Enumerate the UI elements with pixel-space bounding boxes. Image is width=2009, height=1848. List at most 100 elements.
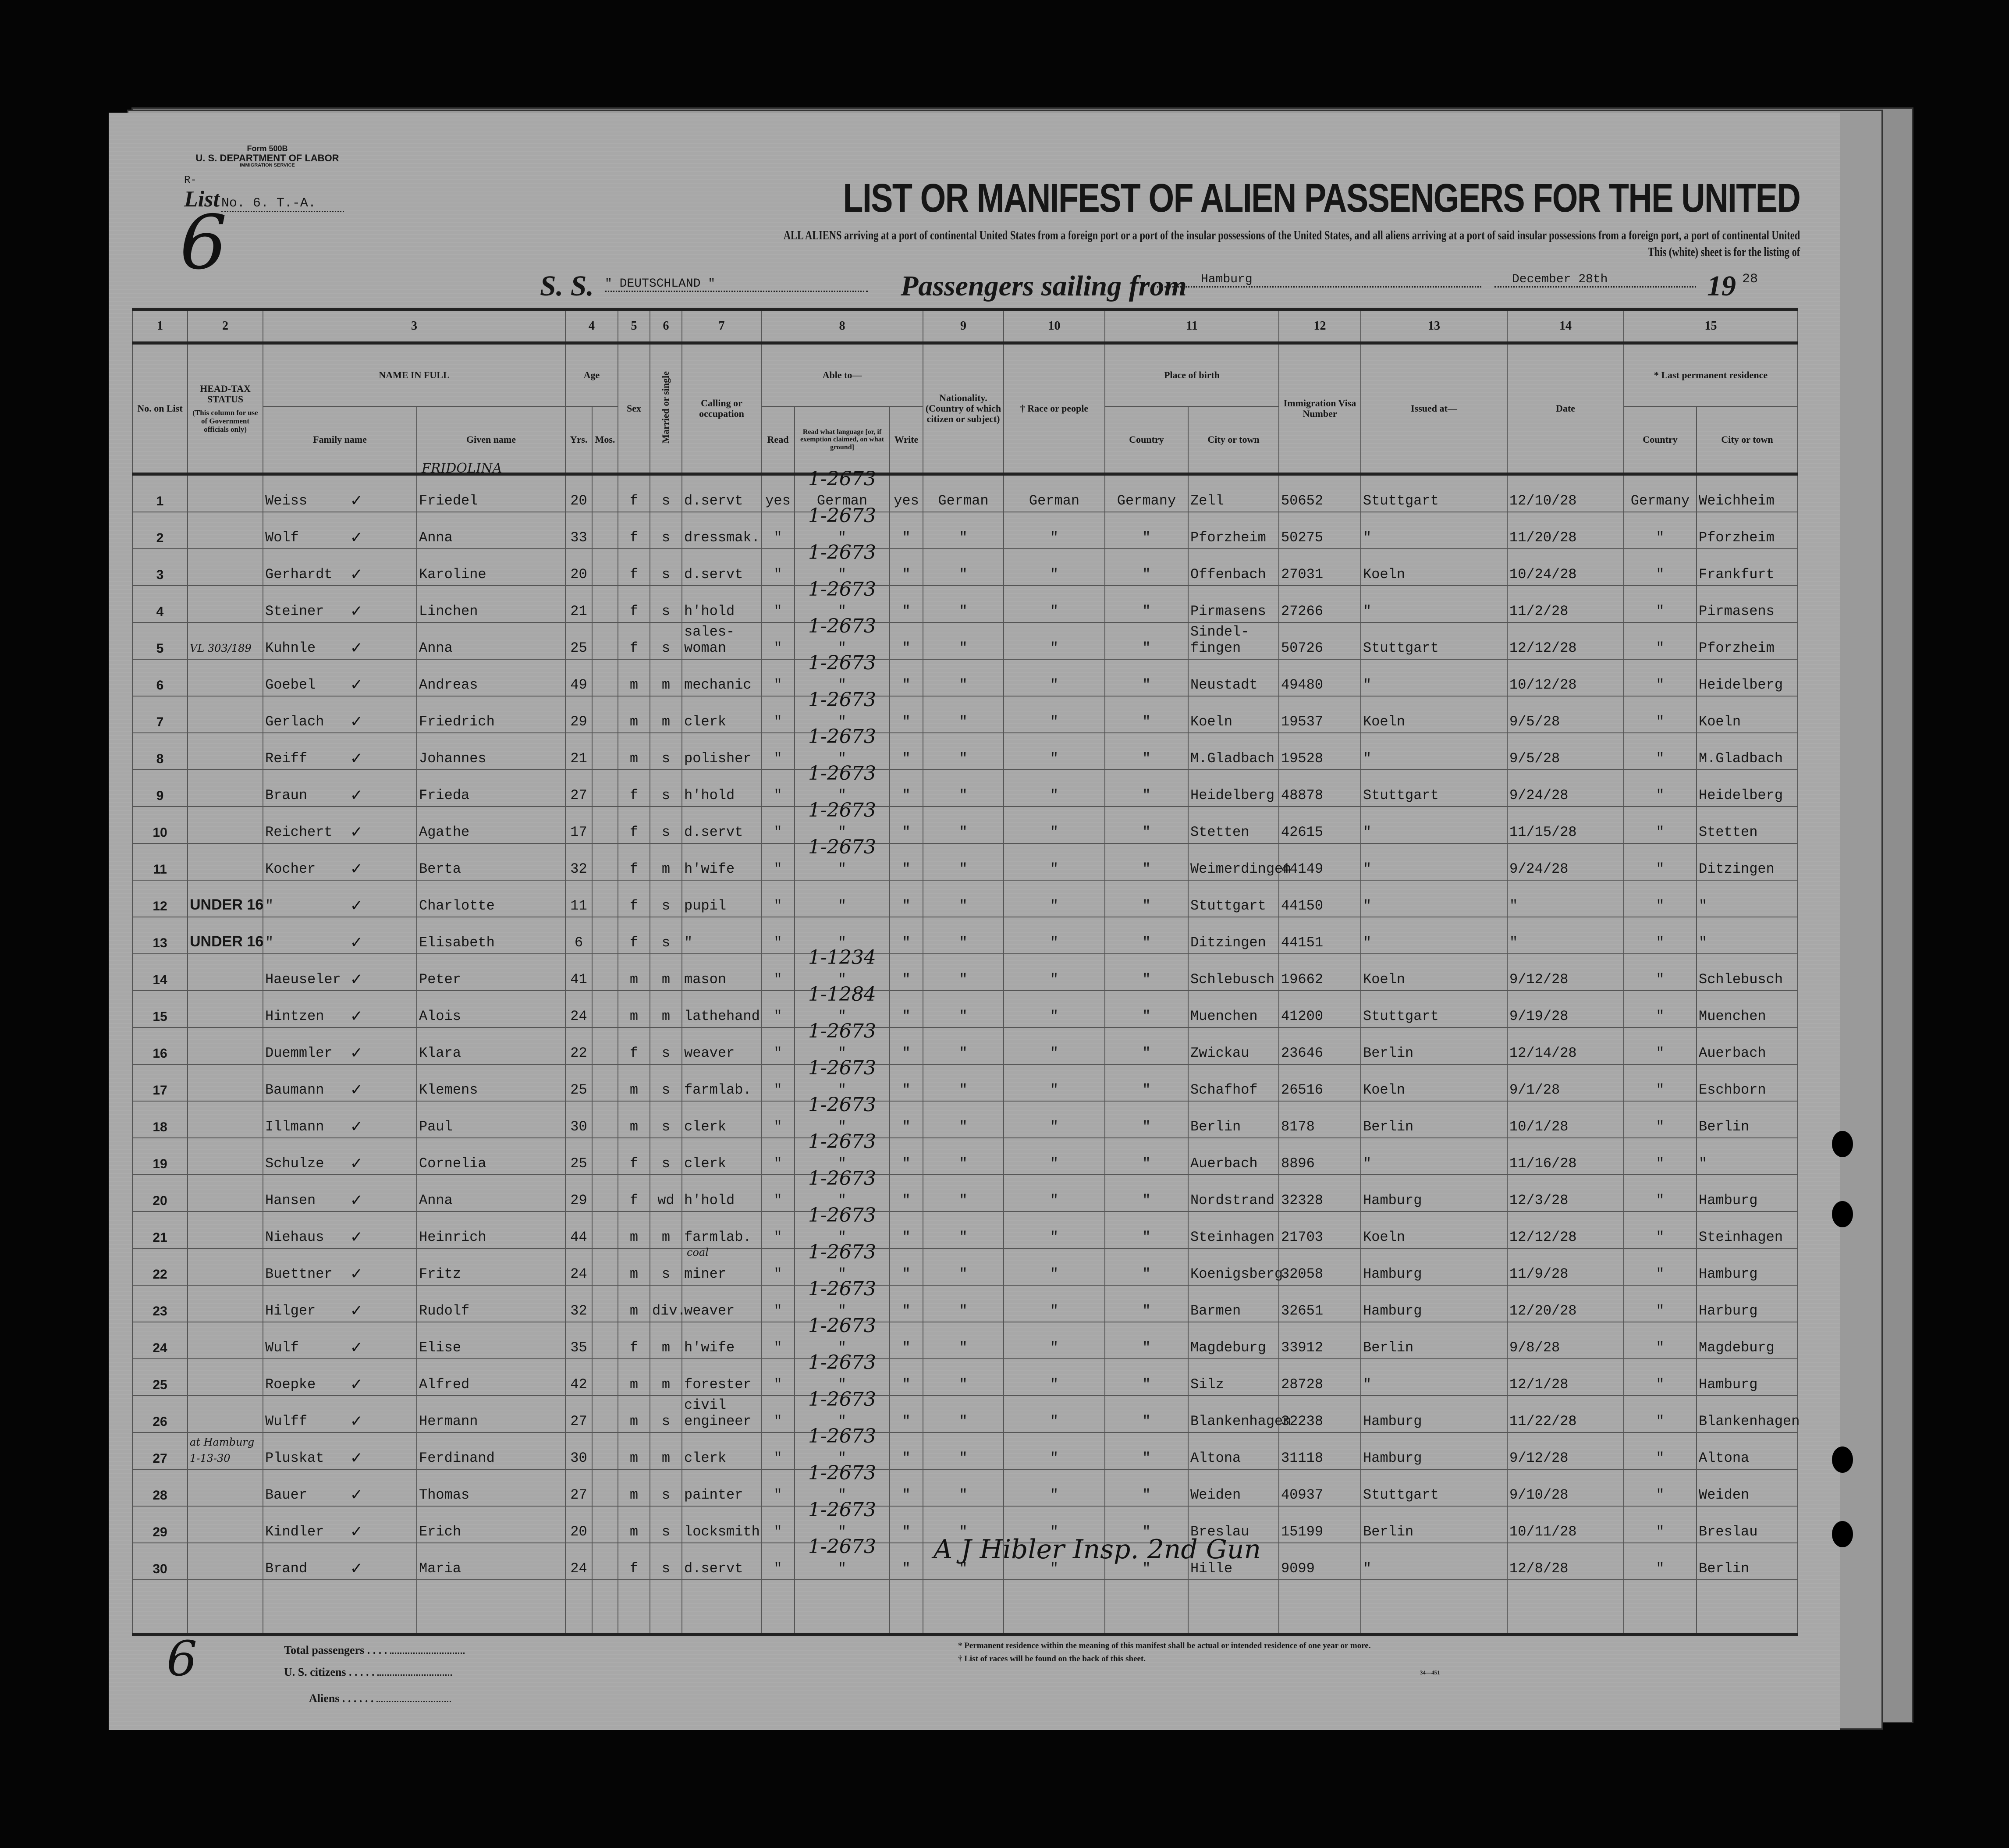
row-number-text: 11 (153, 862, 167, 877)
visa-number: 28728 (1278, 1358, 1361, 1396)
marital-status: s (650, 1506, 682, 1543)
residence-country-text: " (1656, 1450, 1665, 1466)
residence-country: " (1623, 769, 1697, 807)
visa-issued-at: Hamburg (1360, 1248, 1508, 1286)
birth-country-text: " (1142, 1487, 1151, 1503)
family-name-text: Reiff (265, 750, 308, 767)
visa-date: 11/20/28 (1507, 512, 1624, 549)
nationality: " (923, 1174, 1004, 1212)
given-name-text: Linchen (419, 603, 478, 619)
can-write: " (889, 1064, 923, 1102)
given-name-text: Alfred (419, 1376, 470, 1393)
visa-issued-at-text: " (1363, 750, 1372, 767)
visa-issued-at: Koeln (1360, 953, 1508, 991)
check-mark-icon: ✓ (351, 639, 362, 659)
birth-city: Neustadt (1188, 659, 1279, 697)
visa-issued-at-text: Berlin (1363, 1524, 1414, 1540)
occupation-text: clerk (684, 1450, 727, 1466)
sex-text: f (629, 824, 639, 840)
visa-number-text: 27031 (1281, 566, 1324, 583)
race: German (1003, 473, 1105, 512)
read-language: " 1-2673 (794, 541, 890, 586)
read-language-text: " (838, 750, 847, 767)
can-read-text: " (774, 714, 782, 730)
residence-city: Weichheim (1696, 473, 1798, 512)
family-name-text: Pluskat (265, 1450, 324, 1466)
age-years: 29 (565, 1174, 593, 1212)
birth-city: Schafhof (1188, 1064, 1279, 1102)
marital-status-text: s (661, 1119, 671, 1135)
occupation: clerk (681, 1432, 762, 1470)
visa-number: 50652 (1278, 473, 1361, 512)
birth-city: Stetten (1188, 806, 1279, 844)
sex-text: f (629, 898, 639, 914)
can-read: yes (761, 473, 795, 512)
passenger-row: 6 Goebel ✓ Andreas 49 m m mechanic " " 1-2673 " " " " N… (132, 652, 1798, 697)
birth-city-text: Berlin (1190, 1119, 1241, 1135)
occupation-text: weaver (684, 1045, 735, 1061)
race: " (1003, 880, 1105, 917)
visa-date: 12/12/28 (1507, 622, 1624, 660)
birth-city-text: Blankenhagen (1190, 1413, 1292, 1429)
residence-city: Muenchen (1696, 990, 1798, 1028)
visa-issued-at-text: " (1363, 935, 1372, 951)
read-language: " 1-2673 (794, 1315, 890, 1359)
empty-cell (1188, 1579, 1279, 1636)
residence-city: Blankenhagen (1696, 1395, 1800, 1433)
birth-country: " (1104, 1101, 1189, 1138)
birth-city-text: Zell (1190, 493, 1224, 509)
passenger-row: 20 Hansen ✓ Anna 29 f wd h'hold " " 1-2673 " " " " Nord… (132, 1167, 1798, 1212)
visa-date-text: 11/15/28 (1509, 824, 1577, 840)
residence-country-text: " (1656, 530, 1665, 546)
header-birth-country: Country (1104, 406, 1189, 475)
given-name: Johannes (416, 732, 566, 770)
visa-issued-at: Berlin (1360, 1027, 1508, 1065)
header-age: Age (565, 342, 618, 407)
age-months (592, 1285, 618, 1322)
marital-status: s (650, 732, 682, 770)
visa-issued-at-text: Stuttgart (1363, 1008, 1439, 1024)
head-tax-cell: UNDER 16 (187, 917, 263, 954)
handwritten-language-code: 1-2673 (808, 1057, 876, 1079)
age-years-text: 30 (570, 1450, 587, 1466)
can-read: " (761, 1211, 795, 1249)
occupation: d.servt (681, 806, 762, 844)
sex-text: m (629, 1008, 639, 1024)
check-mark-icon: ✓ (351, 1523, 362, 1542)
read-language-text: " (838, 861, 847, 877)
can-read-text: " (774, 1487, 782, 1503)
visa-number-text: 44149 (1281, 861, 1324, 877)
read-language: German 1-2673 (794, 468, 890, 512)
race: " (1003, 512, 1105, 549)
can-read-text: " (774, 861, 782, 877)
can-write-text: " (902, 1524, 911, 1540)
visa-issued-at-text: Hamburg (1363, 1413, 1422, 1429)
head-tax-cell (187, 843, 263, 881)
check-mark-icon: ✓ (351, 1302, 362, 1322)
header-married-text: Married or single (660, 371, 671, 444)
passenger-row: 18 Illmann ✓ Paul 30 m s clerk " " 1-2673 " " " " Berli… (132, 1094, 1798, 1138)
occupation-text: farmlab. (684, 1082, 752, 1098)
visa-date-text: 9/19/28 (1509, 1008, 1569, 1024)
check-mark-icon: ✓ (351, 1339, 362, 1358)
row-number: 16 (132, 1027, 188, 1065)
birth-country: " (1104, 1358, 1189, 1396)
occupation-text: d.servt (684, 566, 743, 583)
visa-date-text: 10/1/28 (1509, 1119, 1569, 1135)
family-name: Gerlach ✓ (263, 696, 417, 733)
birth-country: " (1104, 1248, 1189, 1286)
empty-cell (618, 1579, 650, 1636)
birth-country-text: " (1142, 1008, 1151, 1024)
family-name-text: Hilger (265, 1303, 316, 1319)
can-read: " (761, 1395, 795, 1433)
read-language-text: " (838, 1560, 847, 1577)
visa-issued-at: Koeln (1360, 696, 1508, 733)
head-tax-cell (187, 1322, 263, 1359)
visa-date: 12/20/28 (1507, 1285, 1624, 1322)
can-read: " (761, 917, 795, 954)
head-tax-cell (187, 1137, 263, 1175)
marital-status-text: s (661, 824, 671, 840)
sex: m (618, 1101, 650, 1138)
residence-country: " (1623, 1542, 1697, 1580)
residence-country-text: " (1656, 1266, 1665, 1282)
